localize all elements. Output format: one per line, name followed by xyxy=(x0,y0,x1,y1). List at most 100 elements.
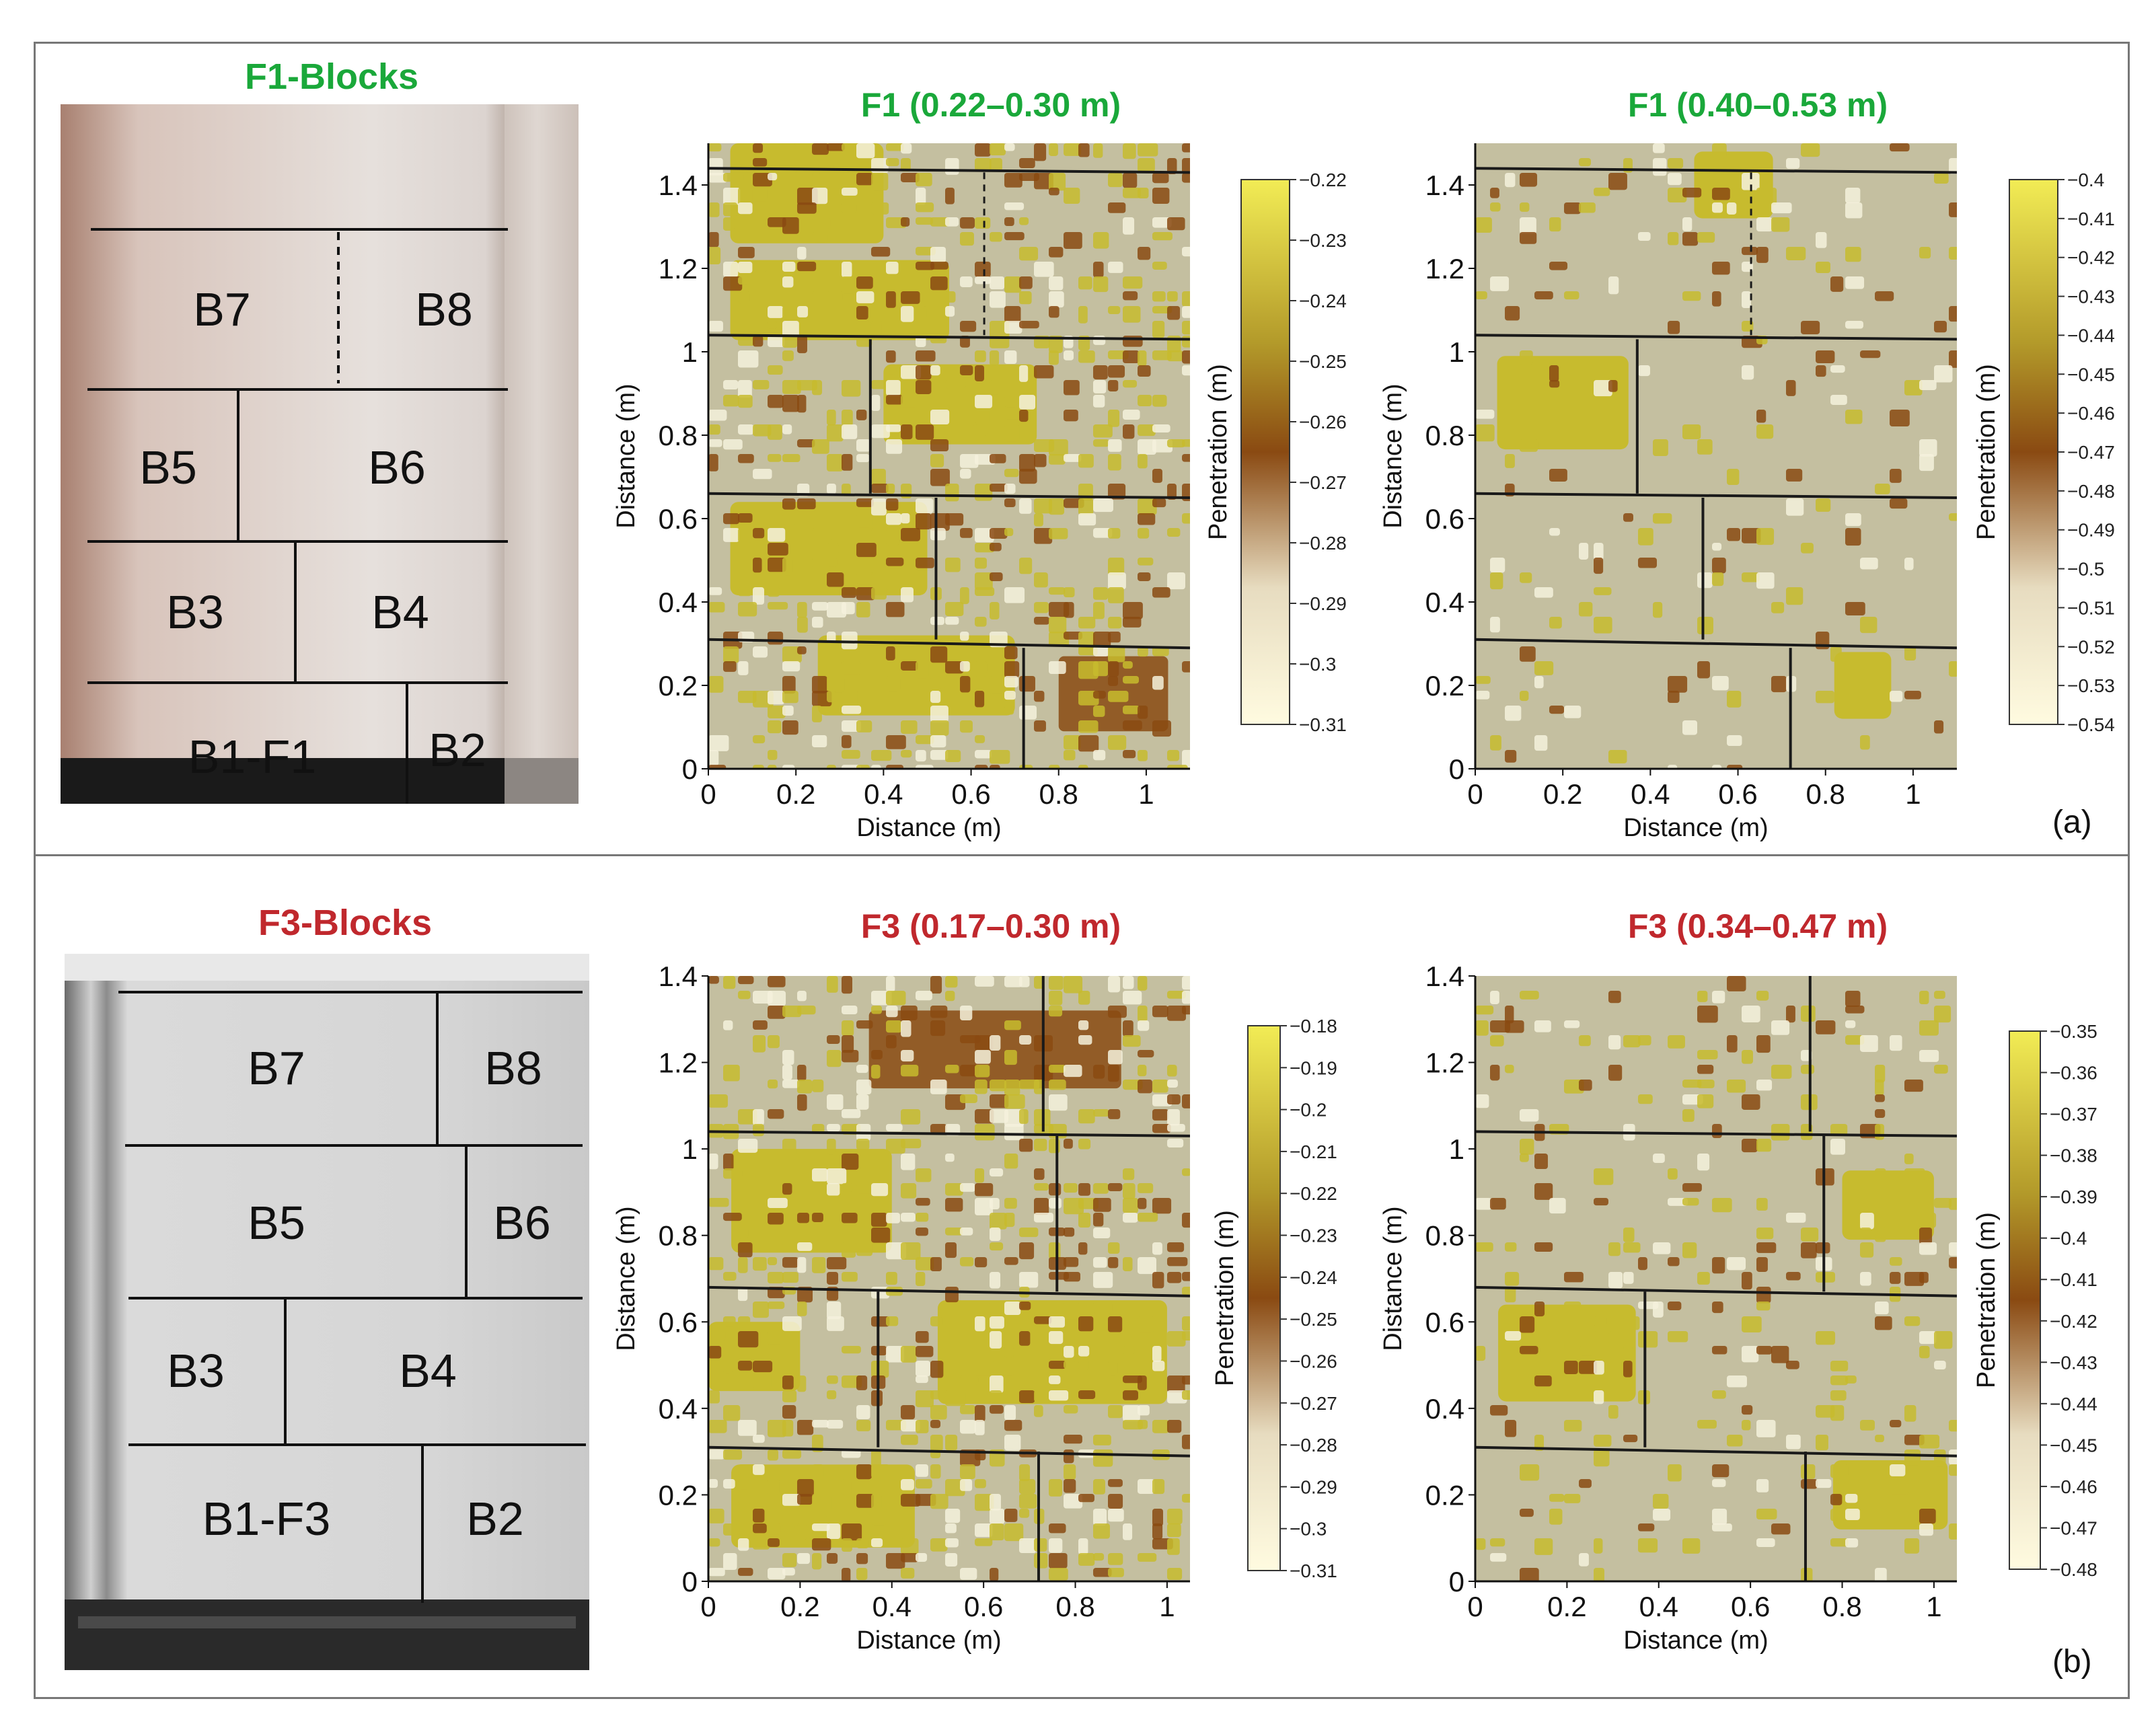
texture-speck xyxy=(782,646,802,663)
block-joint xyxy=(436,992,439,1145)
texture-speck xyxy=(827,143,845,151)
texture-speck xyxy=(1904,1538,1920,1554)
texture-speck xyxy=(812,1553,822,1570)
texture-speck xyxy=(1742,1316,1762,1332)
texture-speck xyxy=(1579,602,1593,617)
texture-speck xyxy=(768,1420,786,1437)
texture-speck xyxy=(723,395,739,407)
texture-speck xyxy=(1138,143,1158,157)
texture-speck xyxy=(1167,1523,1181,1538)
texture-speck xyxy=(1638,1538,1658,1553)
texture-speck xyxy=(1816,691,1834,704)
texture-speck xyxy=(1182,1006,1190,1015)
texture-speck xyxy=(723,276,743,291)
texture-speck xyxy=(1123,750,1136,759)
colorbar-tick-label: −0.31 xyxy=(1299,714,1347,735)
texture-speck xyxy=(1919,991,1929,1005)
texture-speck xyxy=(1019,1272,1039,1288)
texture-speck xyxy=(768,1302,785,1310)
texture-speck xyxy=(1182,158,1190,174)
texture-speck xyxy=(1078,646,1098,656)
texture-speck xyxy=(1123,424,1135,439)
texture-speck xyxy=(768,1538,780,1547)
texture-speck xyxy=(1182,1331,1190,1341)
texture-speck xyxy=(1786,587,1804,605)
texture-speck xyxy=(1123,1020,1133,1037)
texture-speck xyxy=(1786,1272,1801,1281)
texture-speck xyxy=(945,991,955,1002)
texture-speck xyxy=(1490,735,1501,751)
texture-speck xyxy=(1608,380,1618,392)
texture-speck xyxy=(738,1287,748,1302)
texture-speck xyxy=(708,454,718,472)
texture-speck xyxy=(723,173,744,182)
texture-speck xyxy=(886,991,906,1006)
texture-speck xyxy=(1919,454,1934,472)
texture-speck xyxy=(1123,1346,1135,1355)
texture-speck xyxy=(768,1213,784,1225)
texture-speck xyxy=(1093,1435,1111,1445)
texture-speck xyxy=(1860,617,1878,634)
texture-speck xyxy=(723,1272,737,1281)
texture-speck xyxy=(1123,1405,1140,1421)
texture-speck xyxy=(1004,1405,1016,1421)
texture-speck xyxy=(1875,1094,1885,1102)
texture-speck xyxy=(1830,395,1847,405)
texture-speck xyxy=(1520,217,1536,234)
texture-speck xyxy=(1138,1257,1156,1275)
texture-speck xyxy=(1049,336,1063,353)
texture-speck xyxy=(827,1257,847,1270)
texture-speck xyxy=(1712,543,1722,551)
x-tick-label: 0.8 xyxy=(1039,778,1078,810)
texture-speck xyxy=(1668,173,1682,186)
texture-speck xyxy=(1727,1257,1746,1271)
penetration-map-plot: 0 0.2 0.4 0.6 0.8 1 0 0.2 0.4 0.6 0.8 1 1.2 1.4 Distan… xyxy=(36,856,2128,1700)
texture-speck xyxy=(797,1287,813,1303)
texture-speck xyxy=(1919,1050,1939,1062)
texture-speck xyxy=(945,1065,959,1073)
texture-speck xyxy=(886,498,899,511)
texture-speck xyxy=(916,173,932,186)
colorbar-tick-label: −0.4 xyxy=(2050,1228,2087,1249)
texture-speck xyxy=(1549,617,1562,629)
texture-speck xyxy=(1742,247,1758,256)
texture-speck xyxy=(960,1228,973,1236)
texture-speck xyxy=(1949,158,1957,174)
texture-speck xyxy=(1949,306,1957,322)
texture-speck xyxy=(990,543,1002,552)
texture-speck xyxy=(975,1183,994,1197)
texture-speck xyxy=(1520,202,1530,212)
texture-speck xyxy=(1490,1035,1504,1047)
texture-speck xyxy=(990,350,1000,366)
texture-speck xyxy=(797,1257,807,1273)
texture-speck xyxy=(1123,1183,1136,1199)
texture-speck xyxy=(1756,1257,1768,1272)
texture-speck xyxy=(1019,1302,1031,1310)
colorbar-label: Penetration (m) xyxy=(1211,1210,1239,1386)
texture-speck xyxy=(1078,1361,1089,1370)
texture-speck xyxy=(1004,202,1025,211)
colorbar-tick-label: −0.31 xyxy=(1290,1560,1337,1581)
texture-speck xyxy=(1019,1479,1036,1495)
texture-speck xyxy=(1875,1168,1886,1181)
penetration-patch xyxy=(1832,1460,1948,1530)
block-label-b1: B1-F3 xyxy=(202,1493,331,1545)
texture-speck xyxy=(930,750,949,760)
texture-speck xyxy=(738,380,752,398)
texture-speck xyxy=(1138,1080,1152,1094)
texture-speck xyxy=(1093,646,1109,656)
texture-speck xyxy=(930,262,949,270)
texture-speck xyxy=(1756,1509,1777,1520)
texture-speck xyxy=(1682,1183,1702,1192)
texture-speck xyxy=(768,321,777,329)
colorbar-tick-label: −0.23 xyxy=(1299,230,1347,251)
texture-speck xyxy=(1860,1035,1878,1052)
texture-speck xyxy=(1534,1020,1551,1032)
texture-speck xyxy=(797,646,807,654)
colorbar-tick-label: −0.43 xyxy=(2050,1352,2097,1373)
texture-speck xyxy=(708,143,722,152)
texture-speck xyxy=(1771,602,1785,613)
texture-speck xyxy=(1475,1346,1486,1361)
penetration-map-plot: 0 0.2 0.4 0.6 0.8 1 0 0.2 0.4 0.6 0.8 1 1.2 1.4 Distan… xyxy=(36,44,2128,888)
texture-speck xyxy=(1549,469,1567,482)
